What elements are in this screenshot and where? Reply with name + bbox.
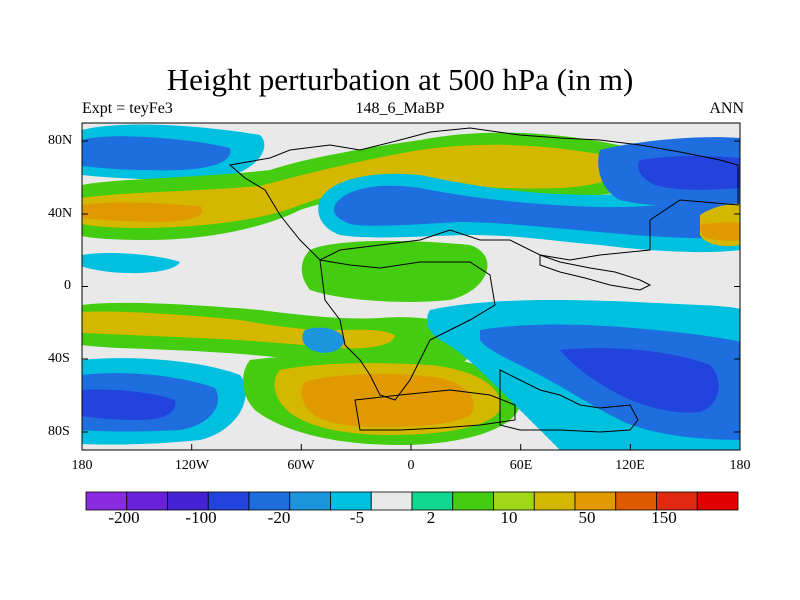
contour-cyan-west-equator — [82, 252, 180, 274]
contour-deepblue-se — [560, 348, 719, 413]
lat-label-40s: 40S — [48, 351, 70, 366]
continent-outlines — [228, 127, 739, 433]
contour-orange-north — [82, 202, 203, 222]
landmass-outline-north — [228, 127, 739, 261]
lon-label-120w: 120W — [174, 458, 210, 473]
landmass-outline-south — [354, 389, 516, 431]
colorbar-swatch — [696, 491, 739, 511]
colorbar-label: 150 — [651, 508, 677, 527]
experiment-label: Expt = teyFe3 — [82, 100, 173, 117]
landmass-outline-africa — [319, 259, 496, 401]
colorbar-label: 2 — [426, 508, 436, 527]
contour-blue-atlantic — [302, 327, 345, 353]
contour-deepblue-ne — [638, 155, 740, 190]
colorbar-label: 50 — [578, 508, 596, 527]
colorbar-label: -5 — [349, 508, 365, 527]
contour-green-equator — [301, 240, 488, 302]
contour-deepblue-nw — [82, 136, 231, 171]
lon-label-120e: 120E — [615, 458, 645, 473]
colorbar — [85, 491, 739, 511]
contour-deepblue-sw — [82, 389, 176, 420]
lat-label-eq: 0 — [64, 278, 71, 293]
lon-label-60e: 60E — [509, 458, 533, 473]
contour-orange-southcentral — [301, 373, 474, 428]
lon-label-60w: 60W — [287, 458, 315, 473]
colorbar-label: -200 — [108, 508, 140, 527]
lon-label-0: 0 — [407, 458, 415, 473]
lat-label-80s: 80S — [48, 424, 70, 439]
landmass-outline-islands — [539, 254, 652, 291]
figure-title: Height perturbation at 500 hPa (in m) — [166, 62, 634, 97]
season-label: ANN — [709, 100, 744, 117]
lon-label-180w: 180 — [71, 458, 93, 473]
contour-field — [82, 123, 740, 450]
contour-orange-east — [700, 222, 740, 241]
colorbar-label: -100 — [185, 508, 217, 527]
lat-label-40n: 40N — [48, 206, 73, 221]
lat-label-80n: 80N — [48, 133, 73, 148]
case-label: 148_6_MaBP — [355, 100, 445, 117]
lon-label-180e: 180 — [729, 458, 751, 473]
axis-ticks — [81, 140, 741, 450]
colorbar-label: -20 — [267, 508, 291, 527]
contour-blue-northcentral — [333, 185, 740, 239]
colorbar-label: 10 — [500, 508, 518, 527]
landmass-outline-southeast — [499, 369, 639, 433]
